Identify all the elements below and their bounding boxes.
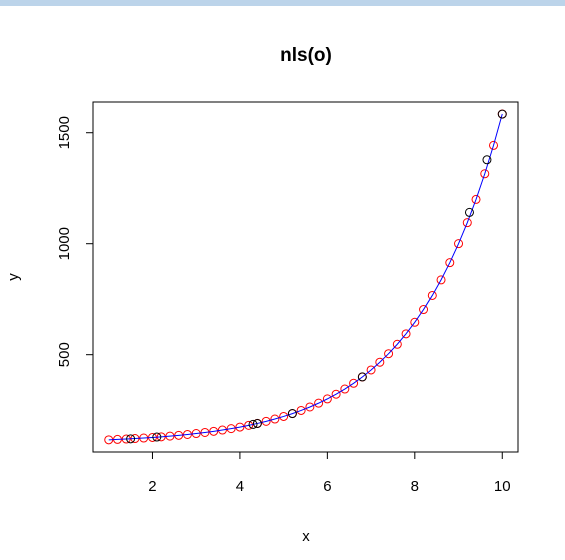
y-tick-label: 1000 [56,227,73,260]
x-tick-label: 4 [236,478,244,495]
window-strip [0,0,565,6]
point [419,305,429,315]
point [314,398,324,408]
point [462,218,472,228]
y-tick-label: 500 [56,342,73,367]
point [480,169,490,179]
x-axis-label: x [302,528,310,545]
x-tick-label: 10 [494,478,511,495]
point [296,405,306,415]
point [287,409,297,419]
point [217,425,227,435]
x-tick-label: 8 [411,478,419,495]
fit-line [108,113,503,441]
point [375,357,385,367]
point [152,432,162,442]
point [392,339,402,349]
chart-title: nls(o) [280,45,332,66]
point [126,434,136,444]
point [270,414,280,424]
plot-frame [92,101,519,453]
point [349,378,359,388]
y-tick-label: 1500 [56,116,73,149]
point [209,426,219,436]
point [261,416,271,426]
point [471,194,481,204]
point [357,372,367,382]
point [445,258,455,268]
point [497,109,507,119]
point [331,389,341,399]
x-tick-label: 2 [148,478,156,495]
point [384,349,394,359]
point [489,140,499,150]
point [454,239,464,249]
point [410,317,420,327]
x-tick-label: 6 [323,478,331,495]
point [401,329,411,339]
point [244,420,254,430]
point [252,418,262,428]
point [305,402,315,412]
point [248,419,258,429]
point [436,275,446,285]
point [366,365,376,375]
point [322,394,332,404]
point [235,422,245,432]
point [340,384,350,394]
point [279,411,289,421]
point [226,424,236,434]
y-axis-label: y [5,273,22,281]
point [427,290,437,300]
point [464,207,474,217]
point [482,155,492,165]
